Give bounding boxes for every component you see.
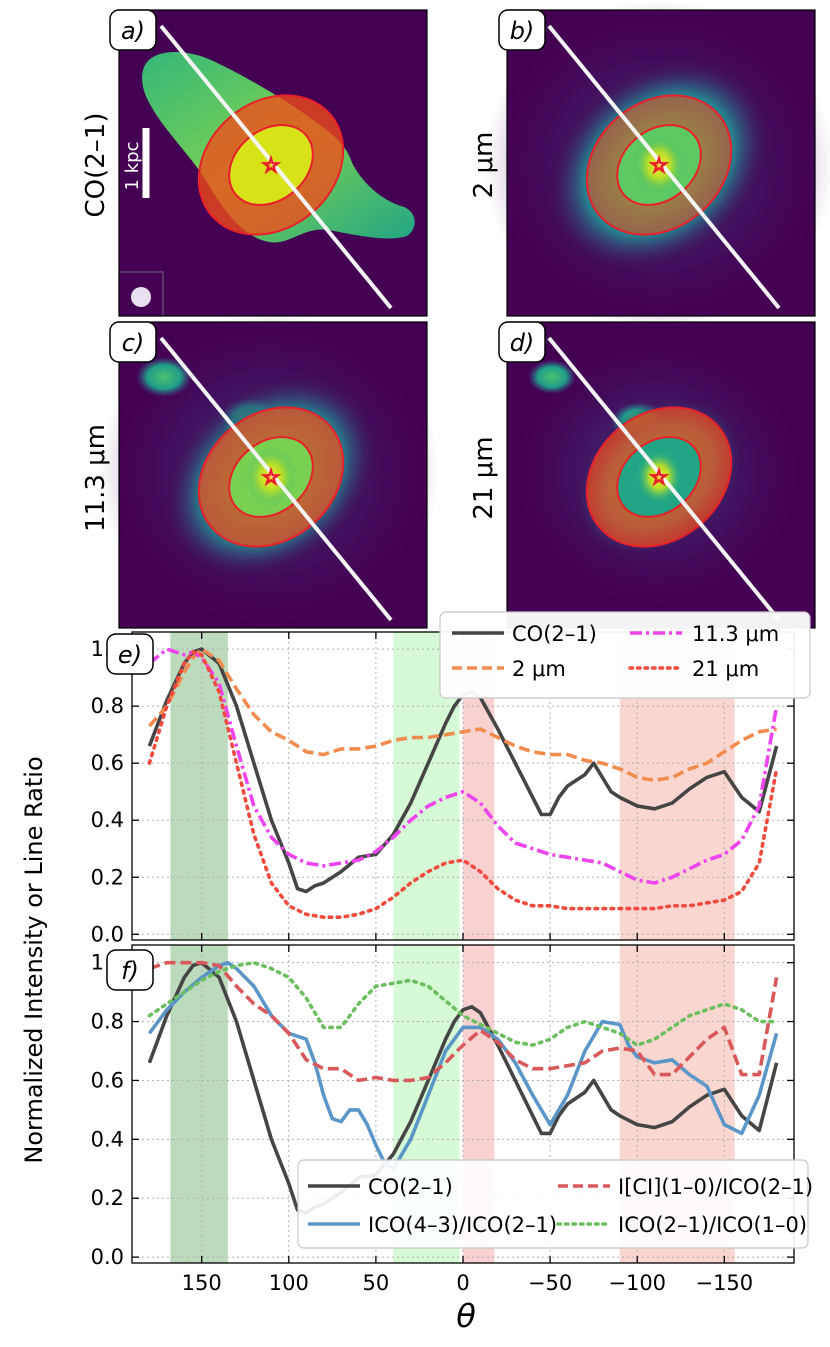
panel-a-label: CO(2–1) [81,113,111,218]
legend-e: CO(2–1) 11.3 μm 2 μm 21 μm [439,611,811,699]
panel-c-letter-box: c) [109,321,157,363]
legend-label-co21-10: ICO(2–1)/ICO(1–0) [618,1213,807,1237]
y-tick-label: 0.6 [91,751,124,775]
y-tick-label: 0.0 [91,1245,124,1269]
series-line-0 [147,960,779,1215]
legend-label-11um: 11.3 μm [692,622,779,646]
panel-e-letter-box: e) [106,633,154,675]
panel-b-letter: b) [510,17,535,45]
x-tick-label: 100 [269,1271,309,1295]
legend-frame [439,611,811,699]
core [245,447,297,507]
x-axis-label: θ [456,1297,476,1335]
legend-label-co: CO(2–1) [368,1175,453,1199]
series-line-3 [147,650,779,920]
legend-label-ci: I[CI](1–0)/ICO(2–1) [618,1175,813,1199]
core [633,135,685,195]
series-line-1 [147,960,779,1171]
center-star-icon: ☆ [262,153,280,177]
y-tick-label: 0.2 [91,865,124,889]
y-tick-label: 0.4 [91,1127,124,1151]
major-axis-line [159,24,393,310]
x-tick-label: 150 [182,1271,222,1295]
panel-d-letter-box: d) [498,321,546,363]
y-tick-label: 0.4 [91,808,124,832]
y-axis-label: Normalized Intensity or Line Ratio [20,756,48,1163]
panel-c-letter: c) [122,329,145,357]
core [637,451,681,503]
panel-f-letter: f) [121,957,139,985]
beam-icon [131,287,151,307]
center-star-icon: ☆ [650,153,668,177]
legend-label-21um: 21 μm [692,657,759,681]
panel-b-label: 2 μm [469,132,499,199]
panel-a-letter-box: a) [109,9,157,51]
series-line-3 [147,960,779,1047]
panel-d-letter: d) [510,329,535,357]
y-tick-label: 0.2 [91,1186,124,1210]
y-tick-label: 0.0 [91,922,124,946]
x-tick-label: 50 [363,1271,390,1295]
panel-f-letter-box: f) [106,949,154,991]
series-group [147,960,779,1215]
legend-label-co: CO(2–1) [512,622,597,646]
x-tick-label: −100 [608,1271,666,1295]
scalebar-label: 1 kpc [122,142,143,191]
image-panel-d: ☆ [506,321,816,629]
major-axis-line [547,336,781,622]
y-tick-label: 0.6 [91,1068,124,1092]
panel-c-label: 11.3 μm [81,424,111,532]
major-axis-line [547,24,781,310]
x-tick-label: 0 [456,1271,469,1295]
series-line-2 [148,960,779,1083]
panel-d-label: 21 μm [469,436,499,519]
major-axis-line [159,336,393,622]
center-star-icon: ☆ [262,465,280,489]
x-tick-label: −150 [695,1271,753,1295]
panel-b-letter-box: b) [498,9,546,51]
legend-frame [297,1159,809,1249]
legend-label-co43: ICO(4–3)/ICO(2–1) [368,1213,557,1237]
x-tick-label: −50 [528,1271,572,1295]
panel-e-letter: e) [118,641,142,669]
center-star-icon: ☆ [650,465,668,489]
map-frame [118,321,428,629]
series-line-2 [148,647,779,885]
y-tick-label: 0.8 [91,694,124,718]
legend-label-2um: 2 μm [512,657,566,681]
image-panel-a: ☆ 1 kpc [118,9,428,317]
map-frame [506,9,816,317]
image-panel-b: ☆ [484,0,830,330]
series-line-1 [148,647,777,783]
image-panel-c: ☆ [99,312,439,632]
nw-blob [528,360,576,394]
panel-a-letter: a) [121,17,145,45]
y-tick-label: 0.8 [91,1010,124,1034]
nw-blob [136,357,192,397]
legend-f: CO(2–1) I[CI](1–0)/ICO(2–1) ICO(4–3)/ICO… [297,1159,813,1249]
